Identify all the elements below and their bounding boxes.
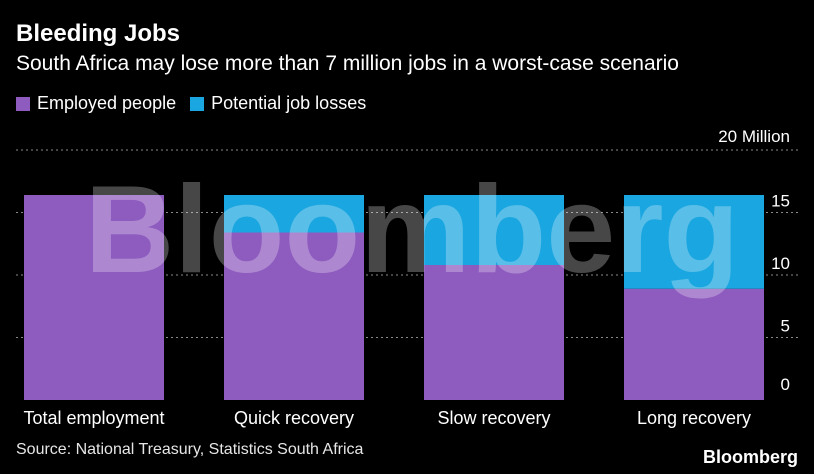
bar-employed [224, 232, 364, 400]
y-tick-label: 10 [771, 254, 790, 273]
legend-swatch-losses [190, 96, 205, 111]
legend-item-employed: Employed people [16, 93, 176, 114]
bar-employed [424, 265, 564, 400]
x-category-label: Slow recovery [437, 408, 550, 428]
bar-employed [624, 288, 764, 400]
bar-losses [424, 195, 564, 265]
bar-losses [624, 195, 764, 289]
source-note: Source: National Treasury, Statistics So… [16, 441, 364, 458]
bar-losses [224, 195, 364, 233]
y-tick-label: 0 [781, 375, 790, 394]
legend-label-losses: Potential job losses [211, 93, 367, 113]
bar-employed [24, 195, 164, 400]
chart-title: Bleeding Jobs [16, 20, 181, 47]
x-category-label: Total employment [23, 408, 164, 428]
legend-item-losses: Potential job losses [190, 93, 366, 114]
y-tick-label: 20 Million [718, 127, 790, 146]
legend: Employed people Potential job losses [16, 93, 380, 114]
x-category-label: Long recovery [637, 408, 751, 428]
bloomberg-logo: Bloomberg [702, 447, 798, 467]
x-category-label: Quick recovery [234, 408, 354, 428]
chart-subtitle: South Africa may lose more than 7 millio… [16, 52, 679, 75]
y-tick-label: 15 [771, 192, 790, 211]
legend-label-employed: Employed people [37, 93, 177, 113]
y-tick-label: 5 [781, 317, 790, 336]
legend-swatch-employed [16, 96, 30, 111]
